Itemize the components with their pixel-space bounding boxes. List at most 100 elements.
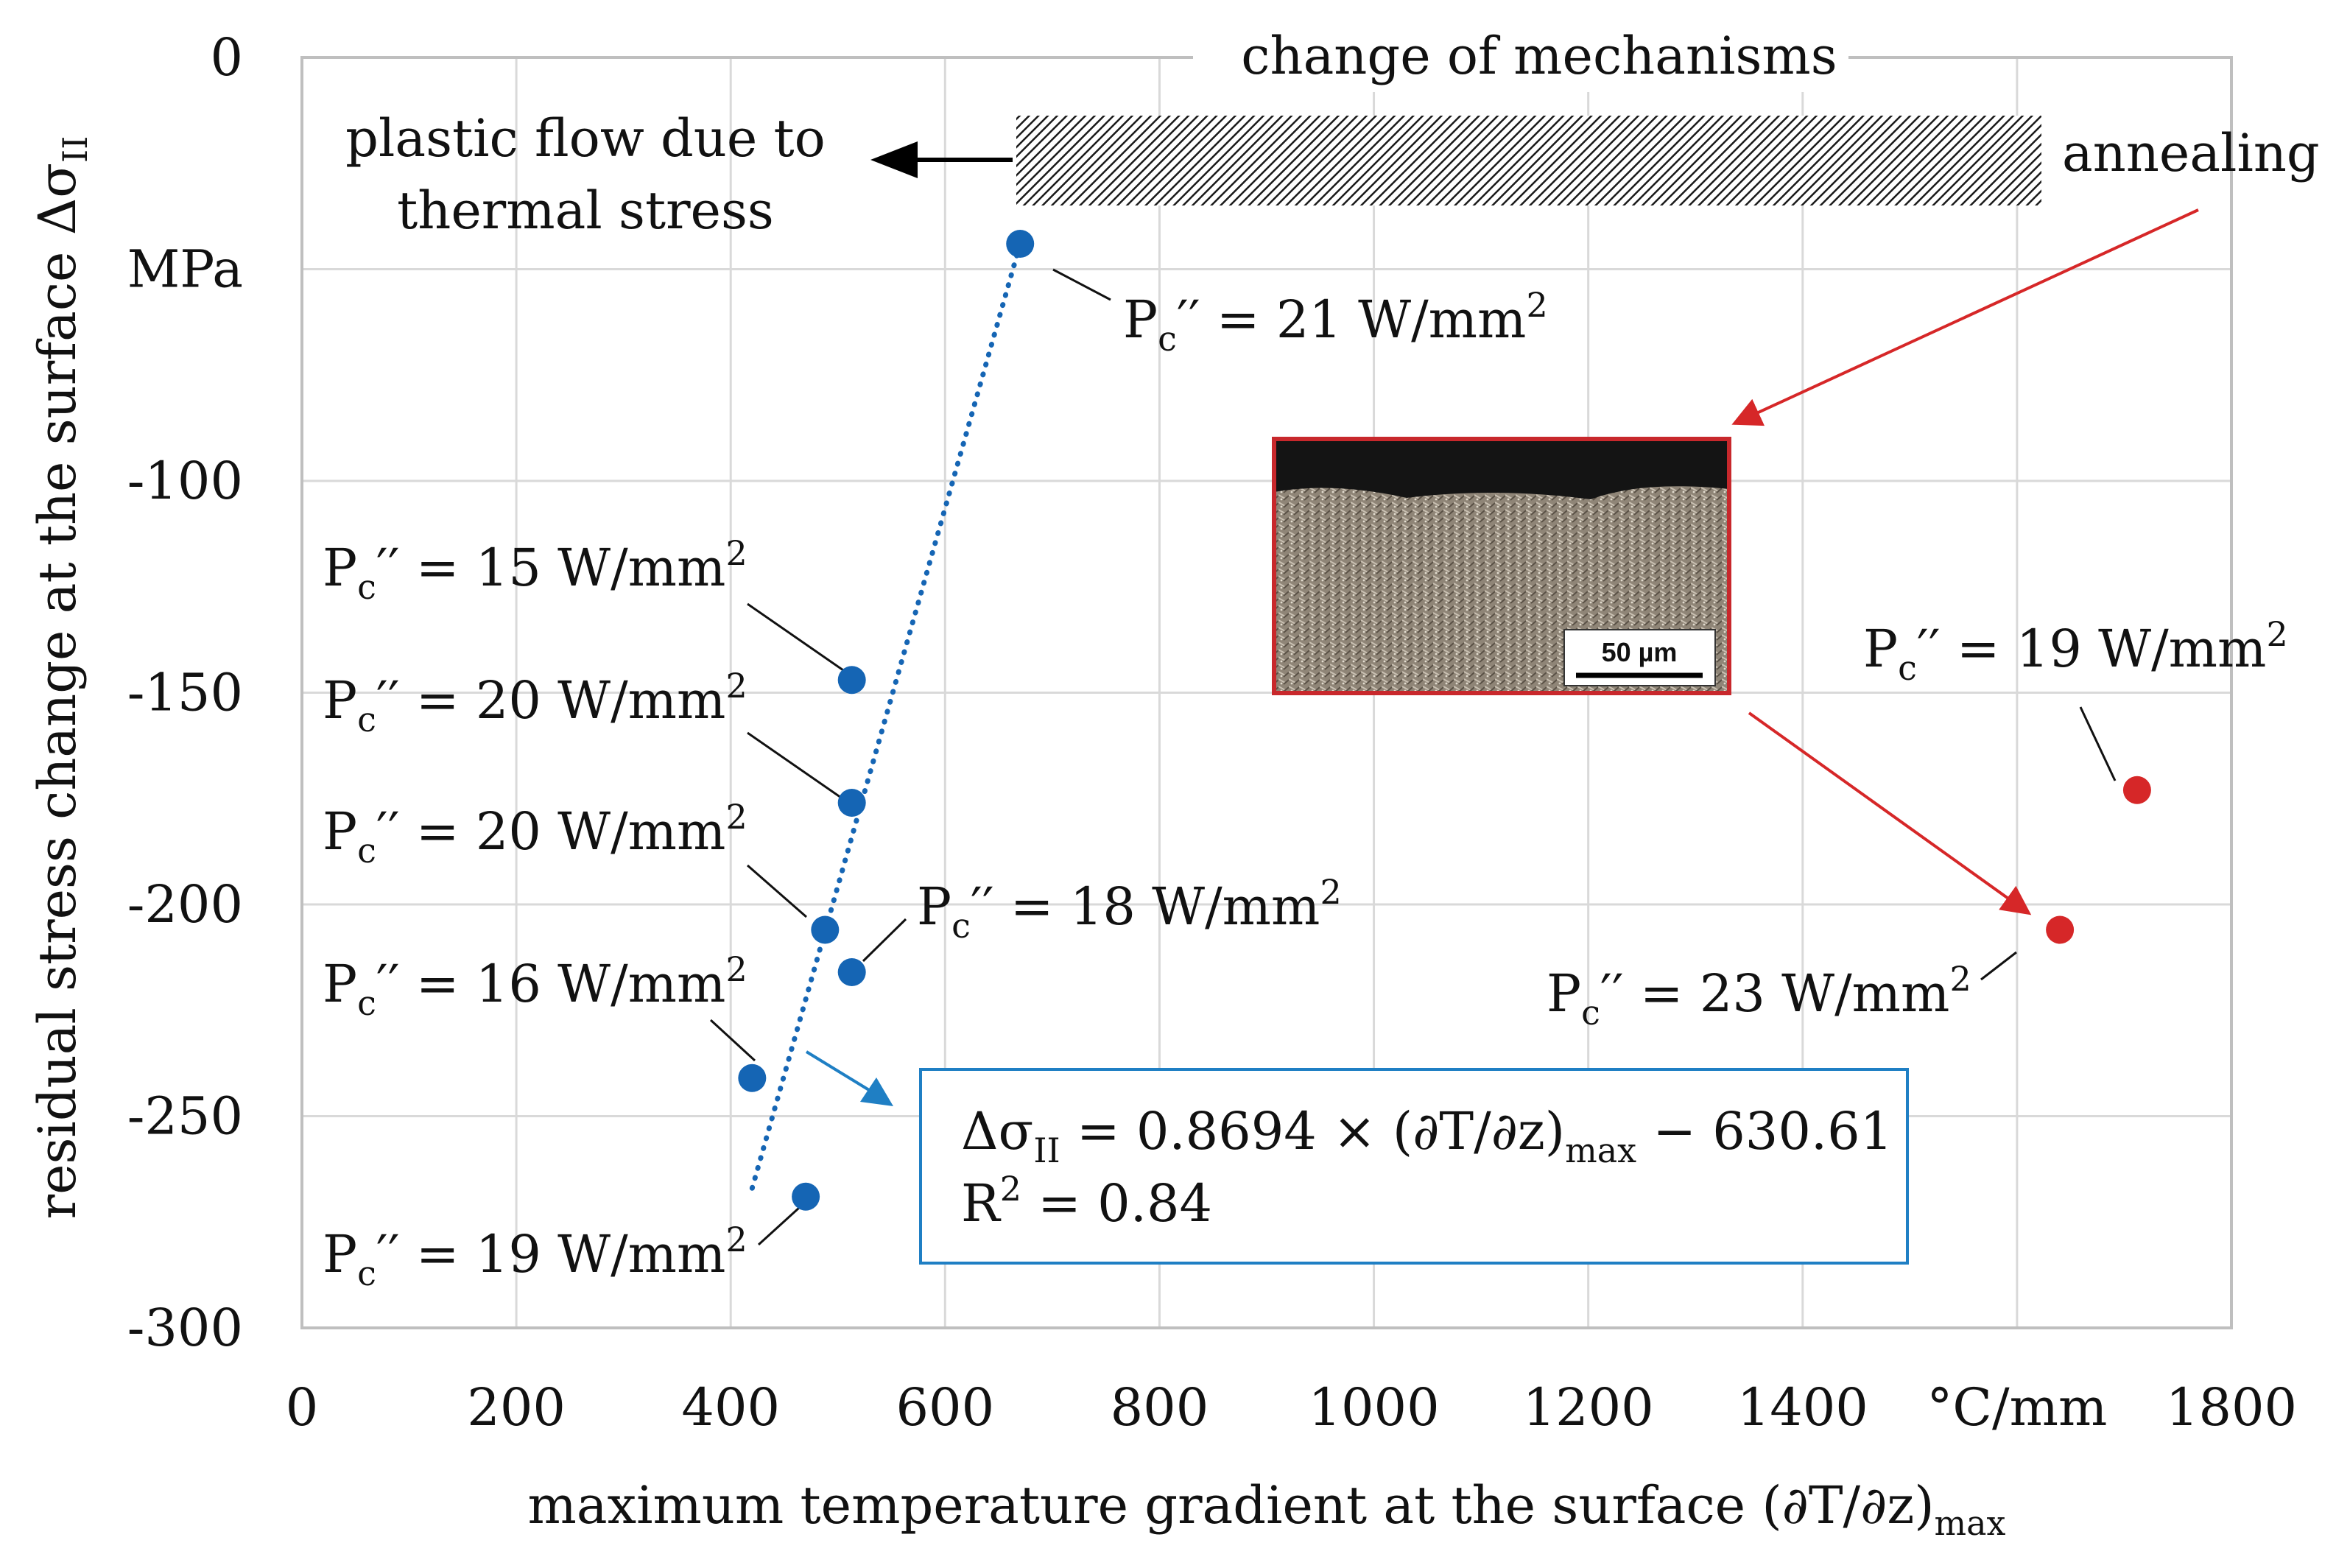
data-point [2122, 776, 2151, 804]
equation-arrow [805, 1050, 870, 1091]
point-label-prefix: P [323, 1224, 357, 1284]
leader-line [1980, 951, 2017, 981]
point-label-sub: c [1898, 648, 1917, 688]
leader-line [709, 1019, 756, 1062]
scale-bar-label: 50 µm [1602, 637, 1678, 667]
point-label-eq: ′′ = 23 W/mm [1600, 963, 1950, 1024]
point-label-eq: ′′ = 19 W/mm [1917, 619, 2267, 679]
leader-line [757, 1206, 801, 1246]
y-tick-label: MPa [127, 239, 243, 300]
r2-sup: 2 [1000, 1169, 1021, 1209]
point-label-sub: c [357, 700, 376, 739]
linear-trendline [749, 241, 1023, 1191]
point-label-eq: ′′ = 19 W/mm [376, 1224, 726, 1284]
x-axis-title-main: maximum temperature gradient at the surf… [527, 1475, 1934, 1536]
point-label-sub: c [1158, 319, 1177, 359]
point-label-sup: 2 [1320, 872, 1341, 912]
point-label-sup: 2 [1949, 959, 1971, 999]
point-label: Pc′′ = 20 W/mm2 [323, 797, 747, 871]
data-points [738, 230, 2151, 1211]
point-leader-lines [709, 268, 2117, 1246]
r2-prefix: R [961, 1173, 1002, 1234]
annealing-arrow-to-point [1748, 711, 2032, 915]
data-point [837, 789, 866, 817]
point-label-sub: c [951, 906, 971, 946]
y-axis-title-main: residual stress change at the surface Δσ [27, 163, 88, 1219]
point-label-eq: ′′ = 20 W/mm [376, 670, 726, 731]
equation-box: ΔσII = 0.8694 × (∂T/∂z)max − 630.61 R2 =… [805, 1050, 1909, 1265]
y-tick-label: -150 [127, 663, 243, 723]
point-label: Pc′′ = 15 W/mm2 [323, 533, 747, 607]
point-label-sub: c [357, 983, 376, 1023]
point-label-eq: ′′ = 16 W/mm [376, 954, 726, 1014]
y-tick-label: 0 [210, 27, 243, 88]
micrograph-inset: 50 µm [1272, 437, 1731, 695]
point-label-eq: ′′ = 15 W/mm [376, 538, 726, 598]
change-of-mechanisms-band: change of mechanisms [1016, 22, 2041, 205]
point-label-sub: c [357, 1254, 376, 1293]
data-point [792, 1182, 820, 1211]
equation-lhs: Δσ [961, 1101, 1033, 1161]
hatched-region [1016, 116, 2041, 205]
point-label: Pc′′ = 16 W/mm2 [323, 949, 747, 1023]
point-label: Pc′′ = 20 W/mm2 [323, 666, 747, 739]
x-tick-label: 0 [286, 1377, 319, 1438]
micrograph-surface [1274, 439, 1729, 499]
point-label-prefix: P [1123, 289, 1158, 350]
leader-line [747, 602, 844, 672]
point-label-prefix: P [323, 954, 357, 1014]
point-label-sub: c [1581, 993, 1600, 1033]
point-label-prefix: P [917, 876, 951, 937]
point-label-sup: 2 [1526, 285, 1547, 325]
leader-line [2079, 706, 2117, 781]
point-label-prefix: P [323, 801, 357, 862]
x-tick-label: 1000 [1308, 1377, 1439, 1438]
x-axis-title-sub: max [1935, 1503, 2006, 1543]
data-point [811, 915, 840, 944]
point-label-sup: 2 [725, 797, 747, 837]
data-point [1006, 230, 1035, 258]
point-label-sup: 2 [725, 666, 747, 706]
point-label-prefix: P [1863, 619, 1898, 679]
point-label: Pc′′ = 21 W/mm2 [1123, 285, 1548, 359]
y-axis-title: residual stress change at the surface Δσ… [27, 136, 95, 1220]
leader-line [747, 864, 807, 918]
data-point [2046, 915, 2075, 944]
x-tick-label: 800 [1111, 1377, 1209, 1438]
equation-lhs-sub: II [1033, 1131, 1060, 1170]
leader-line [1052, 268, 1111, 301]
data-point [837, 958, 866, 986]
y-tick-label: -250 [127, 1086, 243, 1147]
x-tick-label: 1200 [1523, 1377, 1654, 1438]
r2-value: = 0.84 [1021, 1173, 1212, 1234]
y-tick-label: -100 [127, 451, 243, 511]
point-label-sub: c [357, 567, 376, 607]
point-label-sup: 2 [725, 533, 747, 573]
point-label-sup: 2 [725, 949, 747, 989]
point-label-eq: ′′ = 18 W/mm [971, 876, 1320, 937]
plastic-flow-line-2: thermal stress [397, 180, 774, 241]
plastic-flow-line-1: plastic flow due to [345, 108, 826, 169]
leader-line [862, 918, 907, 963]
plastic-flow-arrow-head [870, 141, 918, 178]
x-tick-label: 200 [467, 1377, 566, 1438]
r-squared: R2 = 0.84 [961, 1169, 1212, 1234]
micrograph-frame [1272, 437, 1731, 695]
point-label: Pc′′ = 23 W/mm2 [1547, 959, 1971, 1033]
equation-arrow-head [860, 1077, 893, 1106]
plastic-flow-annotation: plastic flow due to thermal stress [345, 108, 1013, 241]
axes: 0 200 400 600 800 1000 1200 1400 °C/mm 1800 0 MPa -1… [127, 27, 2297, 1438]
point-label-sub: c [357, 831, 376, 871]
equation-rhs: − 630.61 [1636, 1101, 1893, 1161]
scatter-points [738, 230, 2151, 1211]
point-label: Pc′′ = 18 W/mm2 [917, 872, 1342, 946]
y-axis-title-sub: II [55, 136, 95, 163]
y-tick-label: -200 [127, 874, 243, 935]
change-of-mechanisms-label: change of mechanisms [1241, 26, 1837, 86]
x-tick-label: °C/mm [1927, 1377, 2107, 1438]
point-label-eq: ′′ = 21 W/mm [1177, 289, 1527, 350]
annealing-label: annealing [2062, 123, 2320, 183]
data-point [837, 666, 866, 695]
